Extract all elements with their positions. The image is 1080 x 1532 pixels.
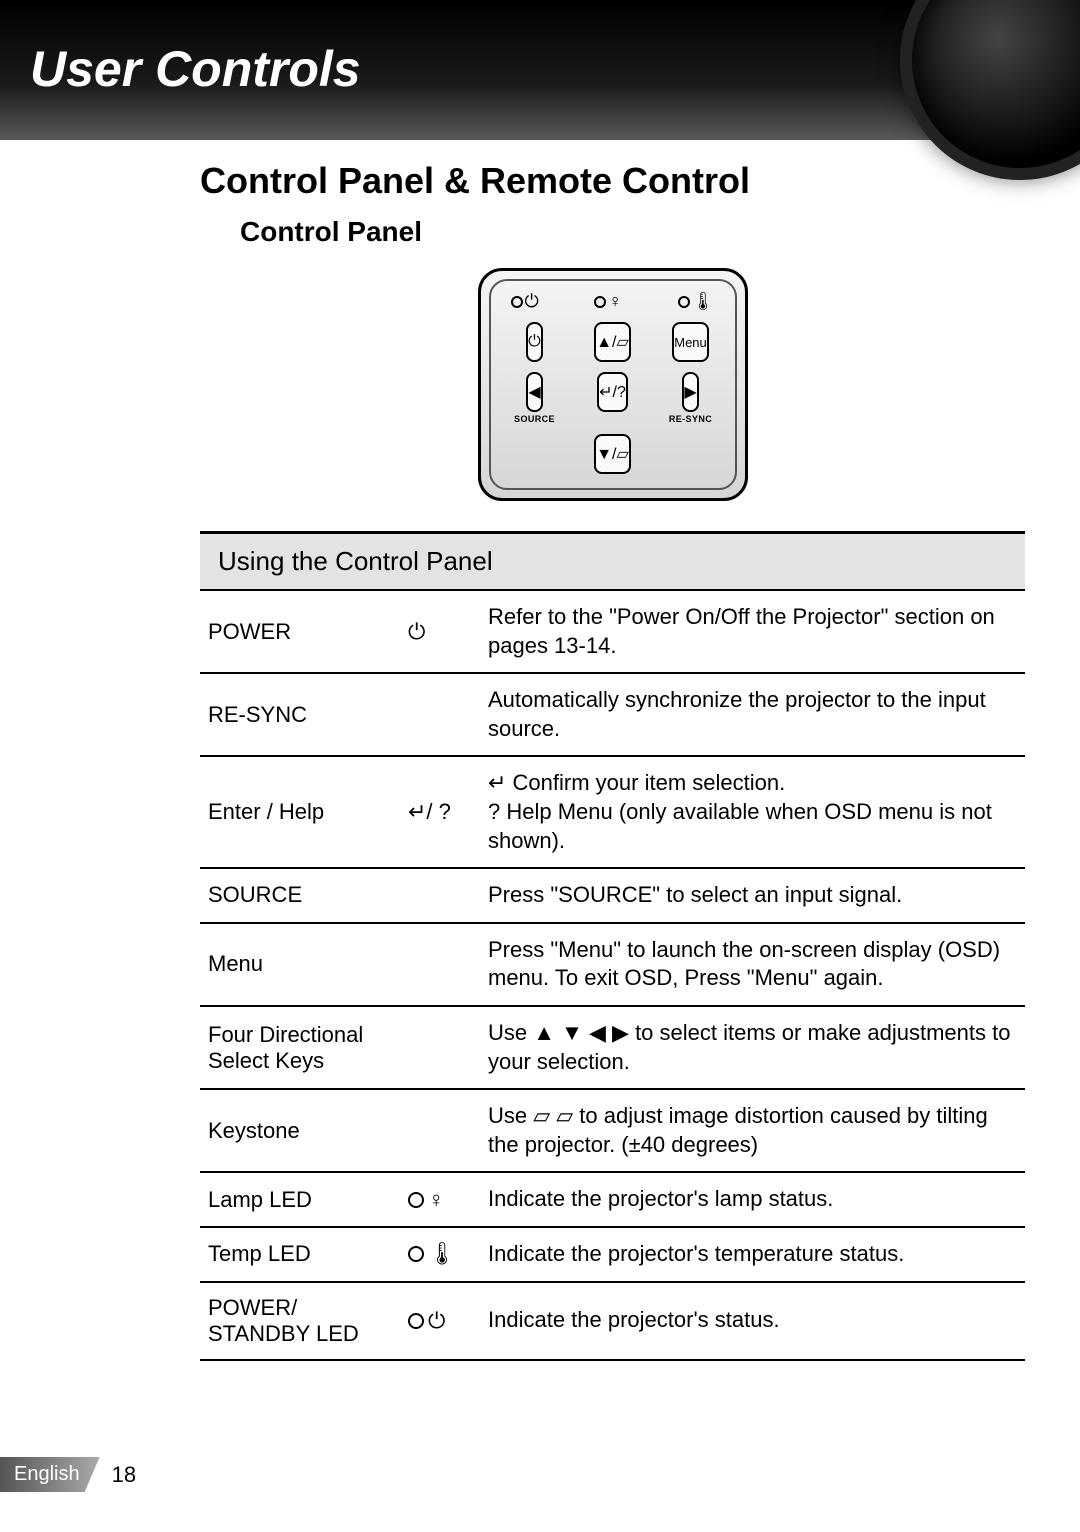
- footer-page-number: 18: [112, 1462, 136, 1488]
- resync-sublabel: RE-SYNC: [669, 414, 712, 424]
- led-lamp-indicator: ♀: [594, 291, 622, 312]
- row-description: Indicate the projector's temperature sta…: [488, 1240, 1017, 1269]
- table-row: Lamp LED ♀ Indicate the projector's lamp s…: [200, 1173, 1025, 1228]
- power-icon: ⏻: [528, 333, 541, 351]
- table-row: Menu Press "Menu" to launch the on-screen…: [200, 924, 1025, 1007]
- led-temp-indicator: 🌡: [678, 291, 715, 312]
- page-header-title: User Controls: [30, 40, 361, 98]
- table-row: Four Directional Select Keys Use ▲ ▼ ◀ ▶ …: [200, 1007, 1025, 1090]
- menu-label: Menu: [674, 335, 707, 350]
- table-title: Using the Control Panel: [200, 534, 1025, 591]
- row-description: Use ▲ ▼ ◀ ▶ to select items or make adju…: [488, 1019, 1017, 1076]
- row-description: Indicate the projector's status.: [488, 1306, 1017, 1335]
- led-circle-icon: [408, 1246, 424, 1262]
- row-label: SOURCE: [208, 882, 398, 908]
- row-icon-glyph: ♀: [428, 1187, 445, 1213]
- up-keystone-button[interactable]: ▲/▱: [594, 322, 631, 362]
- row-description: Indicate the projector's lamp status.: [488, 1185, 1017, 1214]
- table-row: Keystone Use ▱ ▱ to adjust image distorti…: [200, 1090, 1025, 1173]
- row-icon: 🌡: [408, 1241, 478, 1267]
- table-row: RE-SYNC Automatically synchronize the pro…: [200, 674, 1025, 757]
- row-icon: ⏻: [408, 1308, 478, 1334]
- row-label: Lamp LED: [208, 1187, 398, 1213]
- row-description: Automatically synchronize the projector …: [488, 686, 1017, 743]
- led-circle-icon: [408, 1192, 424, 1208]
- row-description: ↵ Confirm your item selection.? Help Men…: [488, 769, 1017, 855]
- row-icon: ↵/ ?: [408, 799, 478, 825]
- down-icon: ▼/▱: [596, 444, 629, 464]
- left-source-button[interactable]: ◀: [526, 372, 542, 412]
- row-description: Use ▱ ▱ to adjust image distortion cause…: [488, 1102, 1017, 1159]
- up-icon: ▲/▱: [596, 332, 629, 352]
- row-label: Keystone: [208, 1118, 398, 1144]
- left-icon: ◀: [528, 382, 540, 402]
- power-icon: ⏻: [525, 291, 539, 312]
- row-desc-line: ? Help Menu (only available when OSD men…: [488, 798, 1017, 855]
- source-sublabel: SOURCE: [514, 414, 555, 424]
- led-circle-icon: [594, 296, 606, 308]
- control-panel-diagram: ⏻ ♀ 🌡 ⏻ ▲/▱: [478, 268, 748, 501]
- led-circle-icon: [408, 1313, 424, 1329]
- section-heading-1: Control Panel & Remote Control: [200, 160, 1025, 202]
- table-row: POWER/ STANDBY LED ⏻ Indicate the projecto…: [200, 1283, 1025, 1361]
- row-description: Press "Menu" to launch the on-screen dis…: [488, 936, 1017, 993]
- footer-language: English: [0, 1457, 100, 1492]
- row-icon-glyph: ⏻: [428, 1308, 445, 1334]
- led-power-indicator: ⏻: [511, 291, 539, 312]
- enter-icon: ↵/?: [599, 382, 626, 402]
- power-button[interactable]: ⏻: [526, 322, 543, 362]
- table-row: Enter / Help ↵/ ? ↵ Confirm your item sele…: [200, 757, 1025, 869]
- lamp-icon: ♀: [608, 291, 622, 312]
- control-panel-table: Using the Control Panel POWER ⏻ Refer to t…: [200, 531, 1025, 1361]
- thermometer-icon: 🌡: [692, 291, 715, 312]
- row-description: Refer to the "Power On/Off the Projector…: [488, 603, 1017, 660]
- down-keystone-button[interactable]: ▼/▱: [594, 434, 631, 474]
- row-icon: ⏻: [408, 619, 478, 645]
- table-row: POWER ⏻ Refer to the "Power On/Off the Pro…: [200, 591, 1025, 674]
- row-desc-line: ↵ Confirm your item selection.: [488, 769, 1017, 798]
- enter-help-button[interactable]: ↵/?: [597, 372, 628, 412]
- row-label: RE-SYNC: [208, 702, 398, 728]
- row-icon-glyph: 🌡: [428, 1241, 456, 1267]
- row-label: Menu: [208, 951, 398, 977]
- right-resync-button[interactable]: ▶: [682, 372, 698, 412]
- row-icon: ♀: [408, 1187, 478, 1213]
- row-label: Enter / Help: [208, 799, 398, 825]
- row-label: POWER/ STANDBY LED: [208, 1295, 398, 1347]
- section-heading-2: Control Panel: [240, 216, 1025, 248]
- led-circle-icon: [511, 296, 523, 308]
- page-footer: English 18: [0, 1457, 136, 1492]
- row-label: POWER: [208, 619, 398, 645]
- header-banner: User Controls: [0, 0, 1080, 140]
- row-label: Four Directional Select Keys: [208, 1022, 398, 1074]
- menu-button[interactable]: Menu: [672, 322, 709, 362]
- row-label: Temp LED: [208, 1241, 398, 1267]
- right-icon: ▶: [684, 382, 696, 402]
- row-description: Press "SOURCE" to select an input signal…: [488, 881, 1017, 910]
- table-row: SOURCE Press "SOURCE" to select an input …: [200, 869, 1025, 924]
- table-row: Temp LED 🌡 Indicate the projector's temper…: [200, 1228, 1025, 1283]
- led-circle-icon: [678, 296, 690, 308]
